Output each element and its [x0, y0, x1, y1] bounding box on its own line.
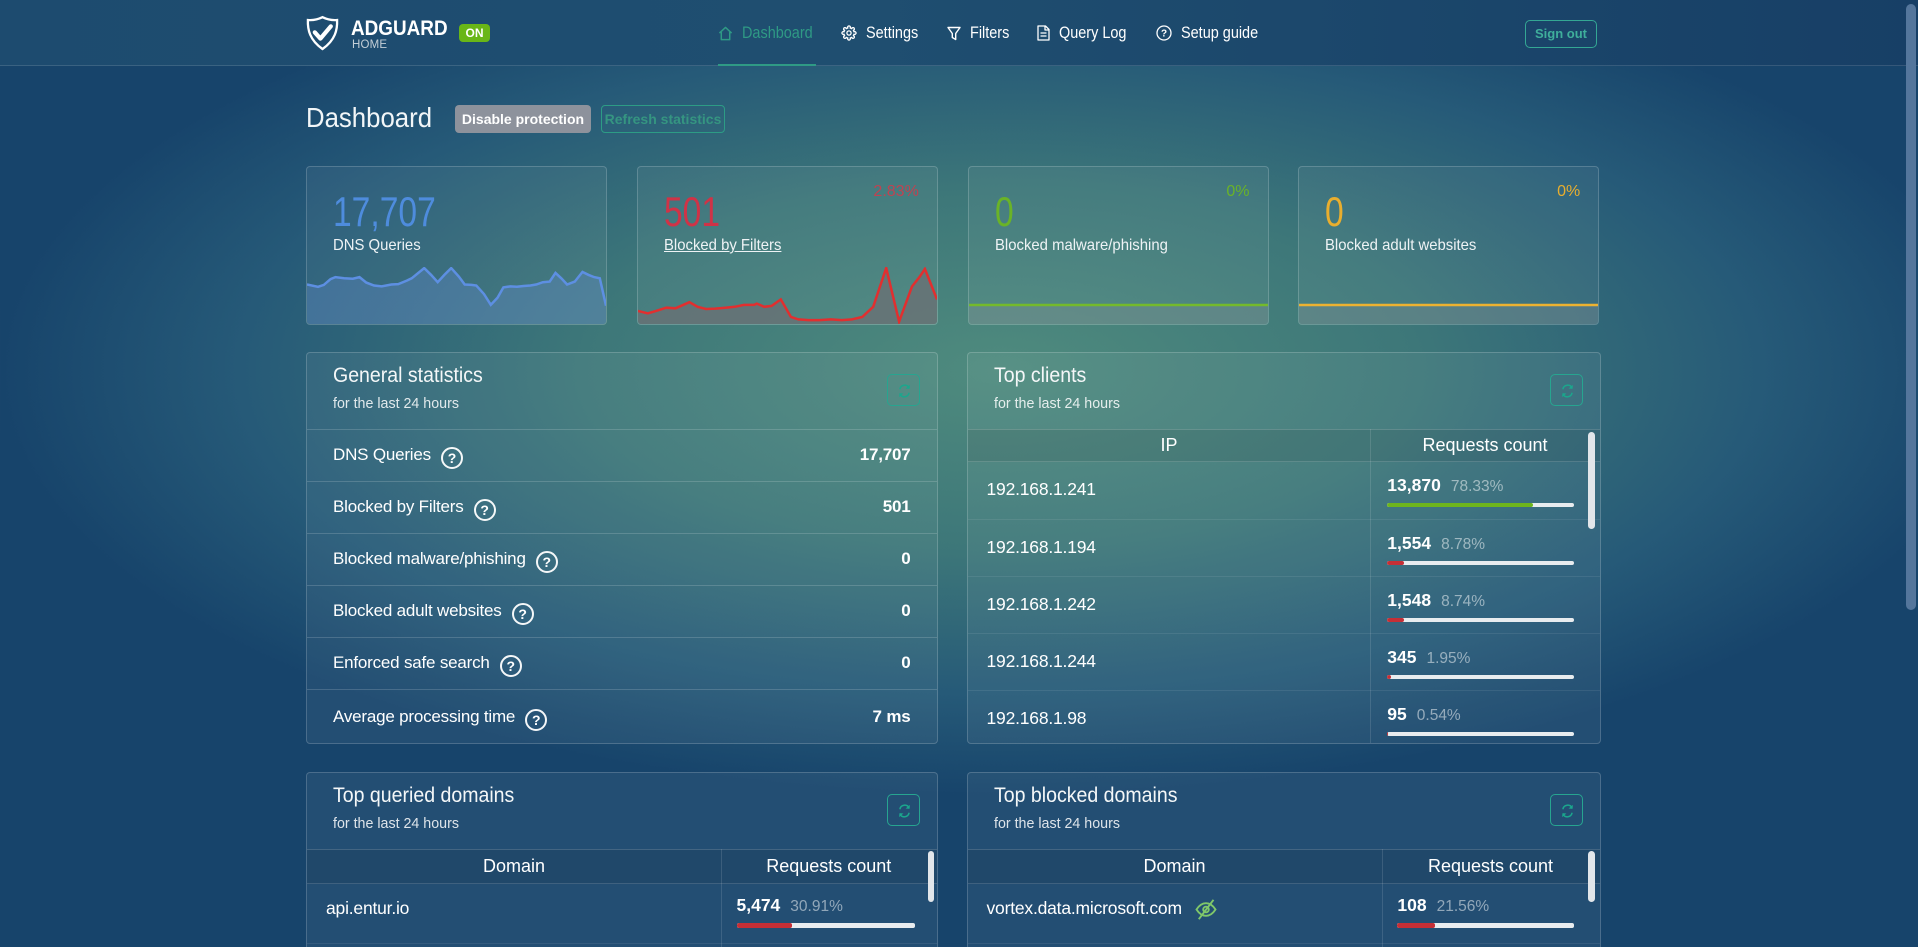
svg-text:?: ? — [1161, 29, 1167, 40]
